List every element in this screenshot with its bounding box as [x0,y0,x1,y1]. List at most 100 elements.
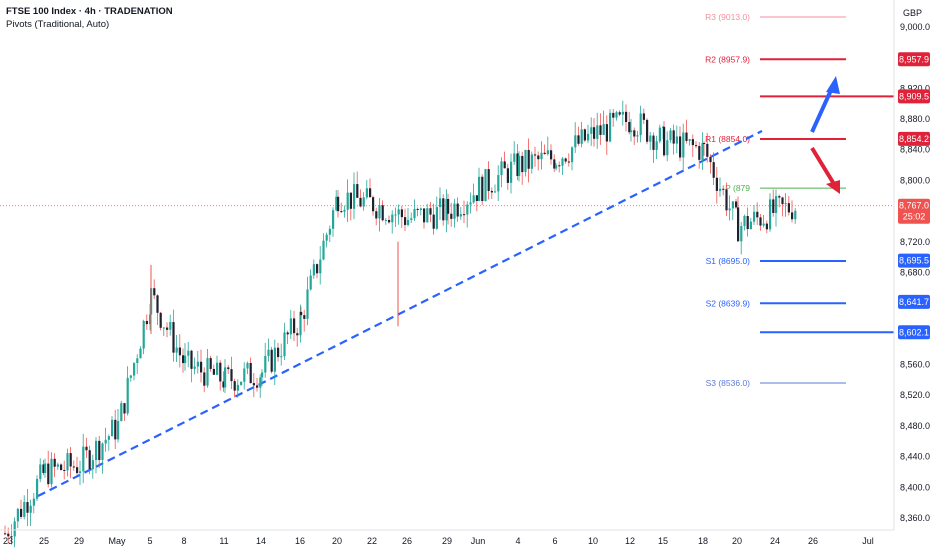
candle-body [765,223,768,230]
candle-body [159,312,162,328]
candle-body [615,112,618,118]
candle-body [625,111,628,122]
candle-body [746,216,749,230]
candle-body [709,156,712,163]
candle-body [117,421,120,440]
candle-body [60,464,63,470]
candle-body [98,440,101,461]
candle-body [47,463,50,485]
candle-body [781,197,784,205]
candle-body [283,332,286,357]
candle-body [142,320,145,349]
candle-body [537,155,540,160]
candle-body [273,347,276,372]
price-tag-bg [898,253,930,268]
candle-body [91,460,94,470]
indicator-label[interactable]: Pivots (Traditional, Auto) [6,19,110,30]
price-tag: 8,695.5 [899,256,929,266]
candle-body [13,521,16,537]
candle-body [605,124,608,142]
candle-body [306,289,309,319]
candle-body [388,219,391,223]
candle-body [224,367,227,388]
candle-body [497,175,500,192]
x-tick-label: 15 [658,536,668,546]
candle-body [487,169,490,191]
candle-body [649,135,652,142]
candle-body [227,367,230,370]
candle-body [293,318,296,334]
candle-body [391,214,394,223]
candle-body [715,177,718,191]
candle-body [527,149,530,169]
candle-body [72,466,75,468]
candle-body [484,169,487,202]
candle-body [593,127,596,139]
candle-body [416,208,419,210]
candle-body [669,130,672,141]
down-arrow-shaft [810,146,836,186]
candle-body [728,208,731,211]
candle-body [243,368,246,382]
candle-body [20,508,23,517]
candle-body [153,288,156,296]
candle-body [209,358,212,369]
candle-body [286,332,289,335]
candle-body [206,358,209,386]
currency-label: GBP [902,8,922,18]
candle-body [104,439,107,444]
candle-body [4,533,7,535]
candle-body [628,121,631,133]
up-arrow-shaft [810,87,834,133]
candle-body [346,192,349,210]
candle-body [126,377,129,414]
candle-body [184,355,187,364]
candle-body [322,240,325,260]
candle-body [685,132,688,141]
candle-body [169,322,172,330]
candle-body [675,136,678,144]
candle-body [621,111,624,115]
candle-body [794,210,797,220]
candle-body [277,347,280,358]
candle-body [706,143,709,157]
candle-body [722,188,725,190]
candle-body [456,203,459,217]
candle-body [740,226,743,242]
candle-body [10,536,13,538]
y-tick-label: 8,480.0 [900,421,930,431]
candle-body [175,347,178,353]
candle-body [450,213,453,219]
trendline [37,130,763,497]
candle-body [691,139,694,146]
x-tick-label: 26 [808,536,818,546]
trendline-layer [37,130,763,497]
candle-body [36,478,39,499]
candle-body [219,362,222,382]
candle-body [602,124,605,135]
price-tag: 8,641.7 [899,297,929,307]
candle-body [756,211,759,218]
candle-body [762,223,765,226]
candle-body [362,197,365,207]
candle-body [381,205,384,221]
chart-title: FTSE 100 Index · 4h · TRADENATION [6,6,173,17]
y-tick-label: 8,800.0 [900,175,930,185]
candle-body [577,135,580,144]
x-tick-label: Jun [471,536,486,546]
x-tick-label: 18 [698,536,708,546]
x-tick-label: May [108,536,126,546]
candle-body [419,208,422,210]
x-tick-label: 6 [552,536,557,546]
y-tick-label: 8,400.0 [900,482,930,492]
x-tick-label: 4 [515,536,520,546]
candle-body [289,318,292,335]
candle-body [735,201,738,208]
candle-body [413,208,416,219]
candle-body [543,152,546,155]
price-tags: 8,957.9 8,909.5 8,854.2 8,695.5 8,641.7 8,602… [898,52,930,340]
candle-body [316,264,319,274]
candle-body [494,191,497,193]
candle-body [472,195,475,203]
